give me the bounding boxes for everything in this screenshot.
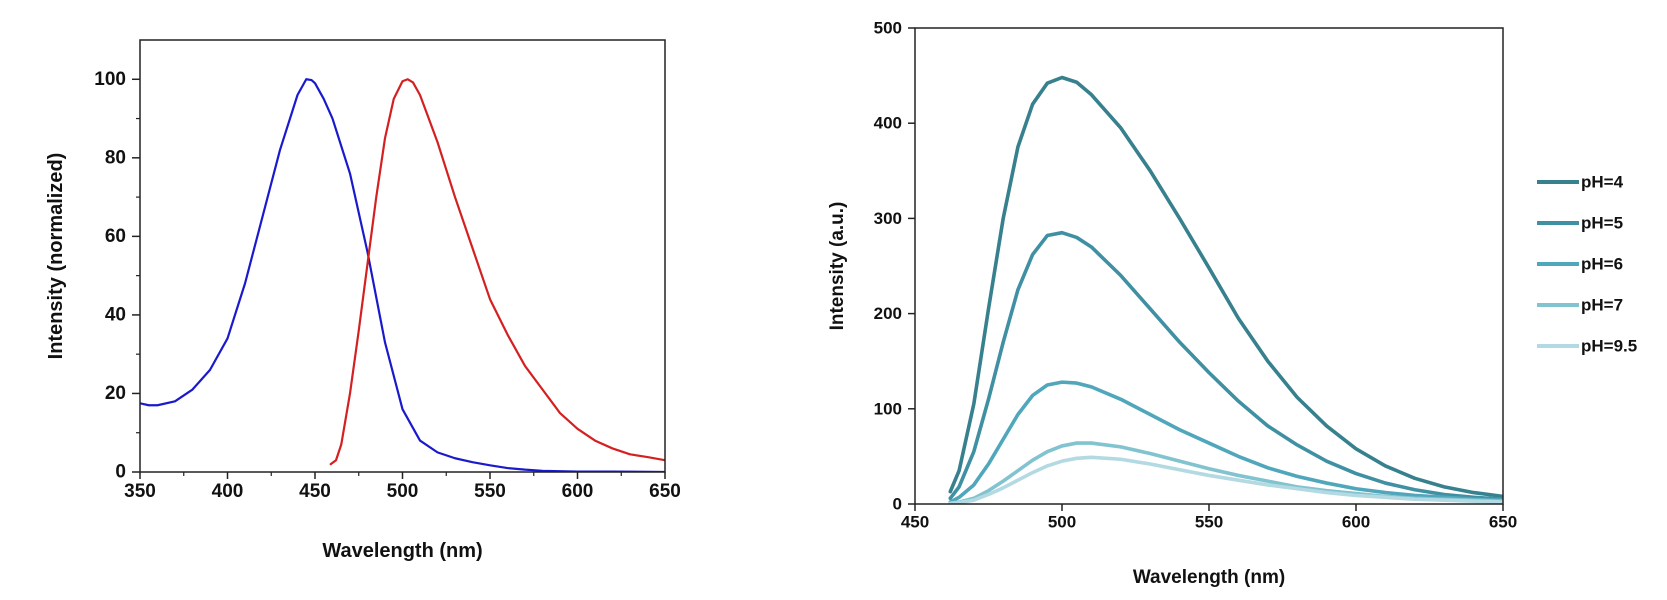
x-tick-label: 550 — [474, 481, 506, 502]
legend-item: pH=6 — [1537, 255, 1623, 274]
x-tick-label: 650 — [1489, 513, 1517, 532]
legend-label: pH=7 — [1581, 296, 1623, 315]
legend-label: pH=4 — [1581, 173, 1624, 192]
legend-label: pH=6 — [1581, 255, 1623, 274]
x-axis-label: Wavelength (nm) — [1133, 567, 1285, 588]
x-tick-label: 550 — [1195, 513, 1223, 532]
legend-item: pH=4 — [1537, 173, 1624, 192]
series-line-3 — [948, 380, 1503, 504]
x-tick-label: 450 — [299, 481, 331, 502]
series-line-2 — [329, 78, 665, 466]
legend-label: pH=9.5 — [1581, 337, 1637, 356]
series-line-5 — [948, 455, 1503, 504]
y-tick-label: 80 — [105, 147, 126, 168]
x-axis-label: Wavelength (nm) — [322, 540, 482, 562]
y-tick-label: 400 — [874, 114, 902, 133]
x-tick-label: 500 — [1048, 513, 1076, 532]
legend-label: pH=5 — [1581, 214, 1623, 233]
legend-item: pH=5 — [1537, 214, 1623, 233]
y-tick-label: 200 — [874, 304, 902, 323]
y-axis-label: Intensity (normalized) — [45, 153, 67, 360]
x-tick-label: 600 — [1342, 513, 1370, 532]
y-tick-label: 100 — [874, 399, 902, 418]
series-line-1 — [948, 75, 1503, 499]
legend-item: pH=7 — [1537, 296, 1623, 315]
x-tick-label: 650 — [649, 481, 681, 502]
chart-ph-spectra: 0 100 200 300 400 500 450 500 550 600 650 Wavelengt… — [827, 19, 1637, 589]
x-tick-label: 500 — [387, 481, 419, 502]
x-tick-label: 600 — [562, 481, 594, 502]
x-tick-label: 350 — [124, 481, 156, 502]
chart-normalized-spectra: 0 20 40 60 80 100 350 400 450 500 550 600 650 Wavelen… — [45, 39, 681, 562]
y-tick-label: 300 — [874, 209, 902, 228]
y-tick-label: 60 — [105, 226, 126, 247]
x-tick-label: 400 — [212, 481, 244, 502]
y-tick-label: 500 — [874, 19, 902, 38]
y-tick-label: 0 — [893, 495, 902, 514]
x-tick-label: 450 — [901, 513, 929, 532]
y-tick-label: 40 — [105, 304, 126, 325]
series-line-1 — [140, 78, 665, 472]
y-tick-label: 0 — [115, 462, 126, 483]
y-tick-label: 100 — [94, 69, 126, 90]
y-axis-label: Intensity (a.u.) — [827, 202, 848, 331]
y-tick-label: 20 — [105, 383, 126, 404]
legend-item: pH=9.5 — [1537, 337, 1637, 356]
series-line-2 — [948, 230, 1503, 502]
legend: pH=4 pH=5 pH=6 pH=7 pH=9.5 — [1537, 173, 1637, 356]
